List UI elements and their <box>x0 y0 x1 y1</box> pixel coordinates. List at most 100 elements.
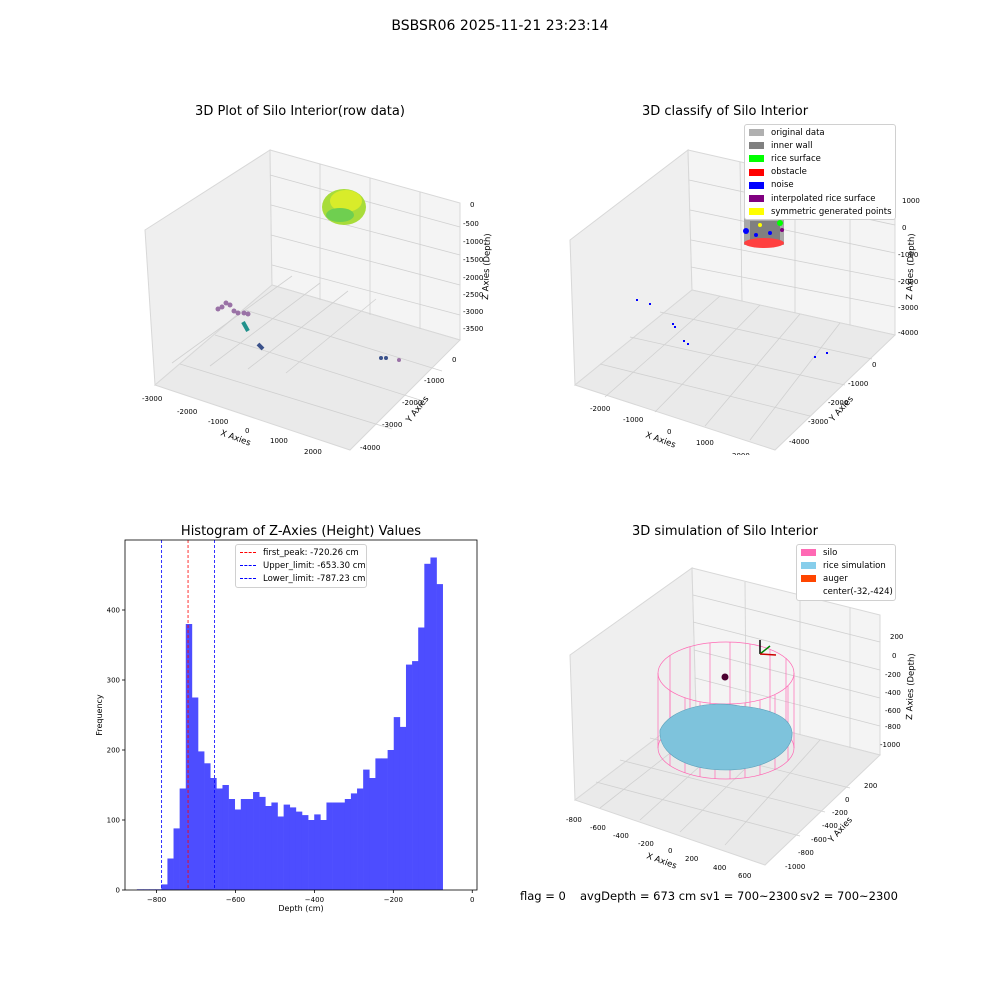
histogram-bar <box>149 889 156 890</box>
panel2-z-tick: -1000 <box>898 251 918 259</box>
histogram-bar <box>436 584 443 890</box>
panel4-z-tick: -200 <box>885 671 901 679</box>
histogram-bar <box>424 563 431 890</box>
panel1-outlier-points <box>215 300 401 362</box>
panel2-legend: original data inner wall rice surface ob… <box>744 124 896 221</box>
histogram-y-tick: 0 <box>116 887 120 895</box>
histogram-x-tick: −400 <box>305 896 324 904</box>
histogram-bar <box>332 802 339 890</box>
panel1-x-tick: 2000 <box>304 448 322 455</box>
panel2-z-tick: 1000 <box>902 197 920 205</box>
status-flag: flag = 0 <box>520 889 566 903</box>
histogram-y-tick: 200 <box>107 747 120 755</box>
panel1-3d-axes: -3000 -2000 -1000 0 1000 2000 0 -1000 -2… <box>142 149 493 455</box>
panel1-z-label: Z Axies (Depth) <box>481 233 493 300</box>
panel1-z-tick: -2500 <box>463 291 483 299</box>
panel1-x-tick: -1000 <box>208 418 228 426</box>
legend-entry: silo <box>797 546 895 559</box>
histogram-bar <box>430 557 437 890</box>
histogram-bar <box>320 820 327 890</box>
panel1-x-tick: -3000 <box>142 395 162 403</box>
histogram-bar <box>412 661 419 890</box>
histogram-x-tick: −200 <box>384 896 403 904</box>
panel2-x-tick: 1000 <box>696 439 714 447</box>
histogram-bar <box>246 799 254 890</box>
panel4-z-label: Z Axies (Depth) <box>905 653 917 720</box>
legend-entry: rice simulation <box>797 559 895 572</box>
legend-entry: original data <box>745 126 895 139</box>
panel4-z-tick: -800 <box>885 723 901 731</box>
panel4-x-tick: -400 <box>613 832 629 840</box>
histogram-x-tick: 0 <box>470 896 474 904</box>
legend-entry: noise <box>745 179 895 192</box>
panel4-x-tick: 600 <box>738 872 751 880</box>
histogram-y-tick: 400 <box>107 607 120 615</box>
histogram-bar <box>136 889 144 890</box>
panel2-title: 3D classify of Silo Interior <box>641 104 809 119</box>
legend-entry: obstacle <box>745 166 895 179</box>
panel4-z-tick: -400 <box>885 689 901 697</box>
panel2-z-tick: -2000 <box>898 278 918 286</box>
legend-line <box>240 578 256 580</box>
panel1-z-tick: -1500 <box>463 256 483 264</box>
panel2-noise-points <box>636 299 828 358</box>
histogram-bar <box>350 793 358 890</box>
panel2-y-tick: -4000 <box>789 438 809 446</box>
panel4-y-tick: -600 <box>811 836 827 844</box>
panel4-z-tick: 200 <box>890 633 903 641</box>
histogram-bar <box>173 828 180 890</box>
panel4-y-tick: 0 <box>845 796 849 804</box>
histogram-bar <box>314 814 321 890</box>
legend-swatch <box>801 575 816 583</box>
panel4-x-tick: 400 <box>713 864 726 872</box>
panel4-x-label: X Axies <box>645 851 678 871</box>
legend-entry: Upper_limit: -653.30 cm <box>236 559 366 572</box>
legend-swatch <box>749 129 764 137</box>
histogram-bar <box>418 627 425 890</box>
panel1-y-tick: 0 <box>452 356 456 364</box>
legend-swatch <box>749 181 764 189</box>
histogram-bar <box>363 769 370 890</box>
panel4-y-tick: 200 <box>864 782 877 790</box>
legend-swatch <box>749 142 764 150</box>
histogram-bar <box>155 889 162 890</box>
panel1-y-tick: -3000 <box>382 421 402 429</box>
histogram-bar <box>387 750 395 890</box>
panel4-3d-axes: -800 -600 -400 -200 0 200 400 600 200 0 … <box>566 567 917 880</box>
panel2-x-tick: 2000 <box>732 452 750 455</box>
histogram-bar <box>338 802 346 890</box>
histogram-x-label: Depth (cm) <box>278 904 323 913</box>
panel4-x-tick: 200 <box>685 855 698 863</box>
histogram-bar <box>308 820 315 890</box>
histogram-bar <box>289 807 297 890</box>
panel2-y-tick: -1000 <box>848 380 868 388</box>
panel2-x-tick: -2000 <box>590 405 610 413</box>
histogram-bar <box>326 802 333 890</box>
legend-swatch <box>801 562 816 570</box>
legend-entry: inner wall <box>745 139 895 152</box>
panel1-x-tick: 1000 <box>270 437 288 445</box>
legend-swatch <box>749 155 764 163</box>
panel1-z-tick: -500 <box>463 220 479 228</box>
histogram-bar <box>204 763 211 890</box>
panel1-y-tick: -1000 <box>424 377 444 385</box>
panel1-z-tick: -1000 <box>463 238 483 246</box>
panel4-x-tick: -800 <box>566 816 582 824</box>
panel1-title: 3D Plot of Silo Interior(row data) <box>195 104 405 119</box>
center-marker <box>721 640 777 681</box>
panel4-y-tick: -400 <box>822 822 838 830</box>
status-avg-depth: avgDepth = 673 cm <box>580 889 697 903</box>
panel4-y-label: Y Axies <box>826 815 855 846</box>
panel4-z-tick: -600 <box>885 707 901 715</box>
panel2-z-tick: -4000 <box>898 329 918 337</box>
legend-entry: symmetric generated points <box>745 205 895 218</box>
legend-entry: Lower_limit: -787.23 cm <box>236 572 366 585</box>
histogram-bar <box>271 802 278 890</box>
panel1-z-tick: 0 <box>470 201 474 209</box>
legend-entry: rice surface <box>745 152 895 165</box>
panel4-z-tick: 0 <box>892 652 896 660</box>
histogram-y-tick: 300 <box>107 677 120 685</box>
panel3-title: Histogram of Z-Axies (Height) Values <box>180 524 422 539</box>
histogram-bar <box>381 758 388 890</box>
histogram-bar <box>399 726 407 890</box>
